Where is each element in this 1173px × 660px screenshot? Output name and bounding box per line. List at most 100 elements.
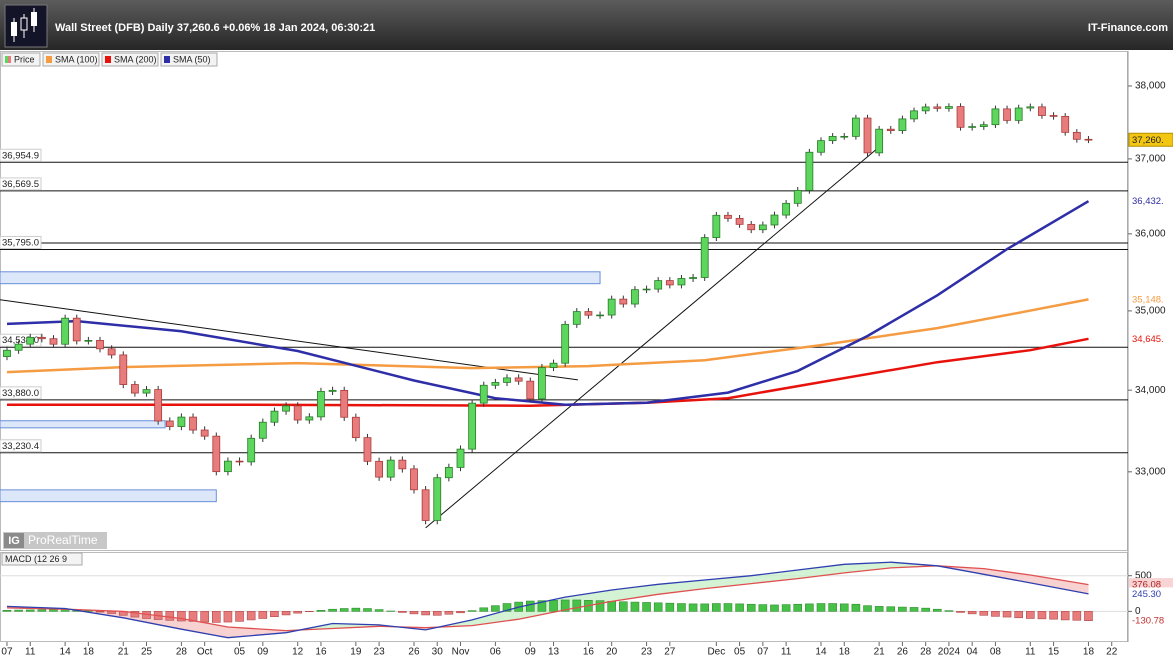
candle-body (421, 489, 430, 521)
candle-body (828, 135, 837, 142)
header-brand: IT-Finance.com (1088, 22, 1168, 34)
histogram-bar (258, 611, 268, 619)
x-tick-label: 28 (176, 647, 188, 658)
candle-body (119, 354, 128, 385)
candle-body (468, 402, 477, 450)
candle-body (247, 437, 256, 463)
candle-body (340, 389, 349, 418)
histogram-bar (839, 603, 849, 612)
candle-body (793, 189, 802, 204)
level-label: 33,230.4 (2, 441, 39, 452)
trendline (0, 299, 579, 381)
candle-body (526, 380, 535, 400)
x-tick-label: 09 (257, 647, 269, 658)
candle-body (991, 108, 1000, 126)
histogram-bar (211, 611, 221, 623)
histogram-bar (25, 609, 35, 612)
candle-body (538, 367, 546, 400)
candle-body (642, 288, 651, 291)
legend-box (42, 52, 100, 67)
histogram-bar (851, 603, 861, 612)
candle-body (398, 459, 407, 470)
level-label: 35,795.0 (2, 237, 39, 248)
x-tick-label: 18 (839, 647, 851, 658)
histogram-bar (270, 611, 279, 618)
y-tick-label: 500 (1135, 570, 1152, 581)
x-tick-label: 05 (234, 647, 246, 658)
x-tick-label: 14 (815, 647, 827, 658)
x-tick-label: 23 (641, 647, 653, 658)
x-tick-label: 12 (292, 647, 304, 658)
y-tick-label: 38,000 (1135, 81, 1166, 92)
watermark-logo: IG (8, 535, 20, 547)
y-tick-label: 33,000 (1135, 466, 1166, 477)
plot-layer: 36,954.9 36,569.5 35,795.0 34,538.0 33,880.0… (0, 52, 1173, 658)
y-tick-label: 37,000 (1135, 154, 1166, 165)
x-tick-label: 08 (990, 647, 1002, 658)
legend-item: SMA (200) (101, 52, 159, 67)
legend-swatch (5, 56, 8, 63)
zone (0, 489, 217, 503)
x-tick-label: 04 (967, 647, 979, 658)
histogram-bar (898, 606, 907, 612)
histogram-bar (502, 603, 512, 612)
trendline (425, 146, 880, 529)
candle-body (375, 460, 384, 478)
histogram-bar (560, 599, 570, 612)
x-tick-label: 25 (141, 647, 153, 658)
histogram-bar (549, 600, 558, 612)
legend-item: SMA (100) (42, 52, 100, 67)
candle-body (142, 389, 151, 394)
candle-body (351, 416, 360, 439)
histogram-bar (909, 607, 919, 612)
candle-body (72, 317, 81, 342)
candle-body (514, 377, 523, 382)
histogram-bar (677, 603, 686, 612)
candle-body (863, 117, 872, 154)
histogram-bar (1084, 611, 1093, 621)
macd-fill (704, 575, 752, 589)
candle-body (782, 202, 791, 216)
y-tick-label: 35,000 (1135, 306, 1166, 317)
candle-body (619, 298, 628, 305)
histogram-bar (398, 611, 407, 613)
histogram-bar (979, 611, 989, 616)
x-tick-label: 13 (548, 647, 560, 658)
histogram-bar (595, 600, 605, 612)
candle-body (724, 214, 732, 219)
legend-swatch (105, 56, 111, 63)
header-title: Wall Street (DFB) Daily 37,260.6 +0.06% … (55, 22, 375, 34)
histogram-bar (223, 611, 233, 623)
end-label: -130.78 (1132, 616, 1164, 627)
level-label-box (0, 439, 42, 453)
end-label-box (1129, 194, 1173, 208)
x-tick-label: 16 (583, 647, 595, 658)
candle-body (258, 421, 267, 439)
macd-fill (1030, 575, 1089, 594)
histogram-bar (525, 600, 535, 612)
histogram-bar (37, 609, 47, 612)
panel-title-box (1, 552, 83, 566)
candle-body (735, 217, 744, 225)
candle-body (224, 460, 232, 473)
x-tick-label: 09 (525, 647, 537, 658)
histogram-bar (746, 603, 756, 612)
candle-body (363, 437, 372, 462)
histogram-bar (874, 606, 884, 612)
candle-body (607, 298, 616, 316)
candle-body (549, 362, 558, 368)
x-tick-label: 2024 (938, 647, 961, 658)
histogram-bar (863, 605, 872, 612)
legend-swatch (164, 56, 170, 63)
histogram-bar (665, 602, 675, 612)
candle-body (154, 389, 163, 422)
candle-body (433, 477, 442, 521)
legend-box (101, 52, 159, 67)
candle-body (631, 289, 639, 305)
candle-body (1003, 108, 1011, 121)
x-tick-label: 19 (350, 647, 362, 658)
candle-body (840, 135, 849, 138)
header-bar (0, 0, 1173, 50)
candle-body (770, 214, 779, 226)
